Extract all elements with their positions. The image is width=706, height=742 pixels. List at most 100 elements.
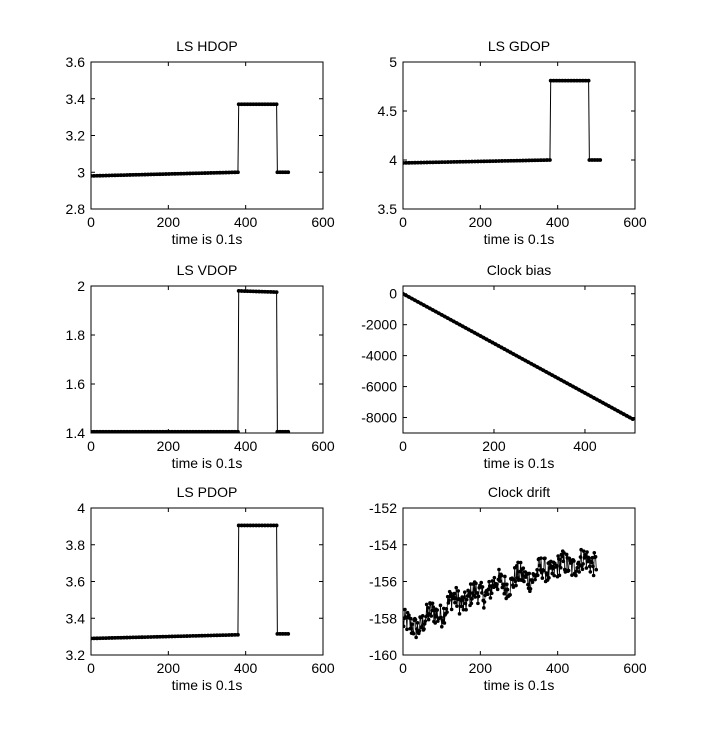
ls-pdop-point: [122, 635, 126, 640]
ls-gdop-point: [536, 158, 540, 163]
clock-bias-point: [436, 311, 441, 316]
ls-pdop-point: [92, 636, 96, 641]
clock-drift-xtick-label: 0: [399, 660, 407, 676]
clock-drift-point: [575, 565, 579, 570]
ls-pdop-xtick-label: 400: [234, 660, 258, 676]
clock-drift-point: [479, 580, 484, 585]
clock-drift-point: [572, 559, 576, 563]
clock-drift-point: [585, 559, 590, 564]
clock-bias-point: [419, 301, 423, 306]
clock-bias-ytick-label: -6000: [361, 379, 397, 395]
ls-gdop-xtick-label: 200: [469, 214, 493, 230]
ls-hdop-point: [107, 173, 111, 178]
ls-pdop-point: [212, 633, 216, 638]
ls-hdop-point: [155, 172, 159, 177]
ls-vdop-xtick-label: 400: [234, 438, 258, 454]
ls-hdop-point: [236, 102, 241, 107]
clock-bias-point: [603, 402, 608, 407]
ls-vdop-point: [233, 429, 237, 433]
ls-vdop-point: [101, 429, 105, 433]
clock-drift-point: [456, 589, 461, 593]
clock-bias-point: [526, 360, 531, 365]
clock-drift-point: [584, 566, 589, 570]
clock-drift-point: [464, 597, 469, 602]
ls-vdop-point: [236, 289, 241, 293]
ls-vdop-point: [176, 429, 180, 433]
clock-drift-point: [528, 586, 533, 591]
ls-gdop-point: [500, 159, 504, 163]
ls-gdop-point: [452, 160, 456, 164]
ls-gdop-point: [569, 78, 574, 83]
ls-vdop-point: [212, 429, 216, 433]
clock-bias-xlabel: time is 0.1s: [484, 455, 555, 471]
ls-pdop-point: [218, 633, 222, 638]
clock-drift-point: [454, 585, 459, 590]
clock-drift-point: [470, 596, 474, 601]
clock-drift-point: [588, 570, 593, 574]
clock-drift-point: [585, 550, 589, 554]
clock-bias-point: [550, 373, 555, 378]
ls-hdop-chart: LS HDOP 0 200 400 600 2.8 3 3.2 3.4 3.6 time is 0.…: [66, 38, 335, 247]
clock-drift-point: [413, 617, 418, 622]
ls-gdop-point: [542, 158, 546, 163]
ls-vdop-point: [173, 429, 177, 433]
clock-bias-point: [514, 353, 519, 358]
clock-bias-point: [410, 296, 414, 301]
ls-pdop-point: [200, 633, 204, 638]
ls-gdop-axes: [402, 61, 636, 210]
ls-vdop-point: [140, 429, 144, 433]
ls-hdop-xtick-label: 400: [234, 214, 258, 230]
clock-bias-ytick-label: -8000: [361, 410, 397, 426]
clock-bias-xtick-label: 400: [573, 438, 597, 454]
clock-drift-point: [417, 629, 422, 633]
clock-drift-point: [591, 573, 596, 578]
ls-pdop-point: [158, 634, 162, 639]
ls-vdop-point: [274, 290, 279, 295]
clock-bias-point: [556, 376, 561, 381]
ls-gdop-point: [521, 158, 525, 163]
clock-drift-point: [462, 595, 466, 600]
ls-pdop-xtick-label: 200: [157, 660, 181, 676]
ls-hdop-point: [170, 172, 174, 176]
clock-bias-point: [445, 316, 450, 321]
ls-hdop-point: [275, 170, 280, 175]
ls-vdop-point: [182, 429, 186, 433]
ls-hdop-point: [188, 171, 192, 176]
clock-bias-point: [630, 417, 635, 421]
ls-hdop-point: [203, 171, 207, 175]
ls-gdop-point: [446, 160, 450, 164]
clock-bias-point: [609, 405, 614, 410]
ls-pdop-point: [286, 631, 291, 636]
ls-pdop-point: [236, 523, 241, 528]
ls-hdop-ytick-label: 3.2: [66, 128, 86, 144]
clock-bias-point: [523, 358, 528, 363]
ls-pdop-ytick-label: 3.2: [66, 647, 86, 663]
clock-drift-point: [411, 631, 416, 636]
clock-bias-point: [439, 312, 444, 317]
ls-vdop-point: [164, 429, 168, 433]
ls-vdop-point: [152, 429, 156, 433]
ls-gdop-point: [551, 78, 556, 83]
ls-gdop-point: [590, 158, 594, 162]
clock-drift-point: [505, 582, 509, 587]
ls-vdop-point: [224, 429, 228, 433]
ls-pdop-point: [248, 523, 253, 528]
ls-hdop-point: [230, 170, 234, 175]
clock-bias-point: [493, 342, 498, 347]
ls-hdop-point: [152, 172, 156, 177]
clock-bias-point: [460, 324, 465, 329]
clock-drift-point: [577, 570, 581, 574]
clock-bias-point: [466, 327, 471, 332]
clock-drift-xtick-label: 200: [469, 660, 493, 676]
clock-drift-point: [562, 551, 566, 555]
clock-drift-point: [492, 575, 497, 580]
clock-drift-point: [587, 556, 591, 561]
clock-drift-point: [442, 621, 447, 625]
clock-drift-point: [593, 554, 598, 559]
clock-drift-point: [436, 619, 440, 623]
ls-vdop-ytick-label: 2: [77, 278, 85, 294]
ls-gdop-point: [512, 158, 516, 163]
ls-vdop-xlabel: time is 0.1s: [172, 455, 243, 471]
ls-gdop-point: [464, 159, 468, 164]
ls-pdop-point: [173, 634, 177, 639]
